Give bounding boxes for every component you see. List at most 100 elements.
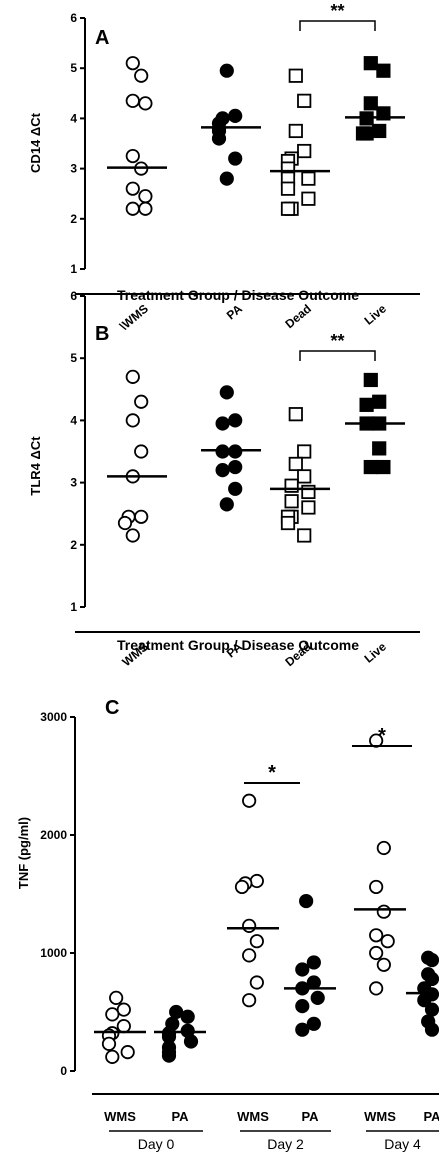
y-tick-label: 6: [70, 289, 77, 303]
data-point: [376, 957, 391, 972]
data-point: [117, 515, 133, 531]
panel-b-marks: **: [107, 331, 405, 543]
data-point: [116, 1019, 131, 1034]
data-point: [215, 463, 230, 478]
data-point: [125, 369, 140, 384]
data-point: [125, 181, 140, 196]
x-category-label: PA: [423, 1109, 439, 1124]
data-point: [249, 975, 264, 990]
x-category-label: Live: [362, 639, 390, 665]
data-point: [306, 955, 321, 970]
significance-label: *: [378, 725, 386, 747]
data-point: [228, 481, 243, 496]
data-point: [295, 962, 310, 977]
data-point: [219, 171, 234, 186]
data-point: [125, 148, 140, 164]
panel-c: C TNF (pg/ml) 0 1000 2000 3000 WMS PA WMS PA WMS…: [16, 697, 439, 1152]
data-point: [376, 63, 391, 78]
data-point: [355, 126, 371, 141]
data-point: [280, 515, 296, 531]
data-point: [297, 143, 312, 159]
data-point: [288, 407, 303, 422]
data-point: [372, 123, 387, 139]
data-point: [288, 456, 303, 472]
y-tick-label: 2: [70, 538, 77, 552]
data-point: [376, 904, 391, 919]
data-point: [125, 201, 140, 216]
x-category-label: Dead: [282, 302, 313, 332]
data-point: [215, 416, 230, 431]
data-point: [249, 873, 264, 889]
data-point: [138, 189, 153, 204]
y-tick-label: 2: [70, 212, 77, 226]
data-point: [297, 528, 312, 543]
significance-label: **: [330, 331, 344, 351]
data-point: [299, 893, 314, 909]
data-point: [105, 1049, 120, 1064]
data-point: [284, 494, 299, 509]
data-point: [211, 131, 227, 146]
group-label: Day 4: [384, 1136, 421, 1152]
panel-c-letter: C: [105, 697, 119, 719]
data-point: [372, 394, 387, 409]
significance-label: **: [330, 1, 344, 21]
data-point: [116, 1002, 131, 1017]
x-category-label: WMS: [364, 1109, 396, 1124]
x-category-label: WMS: [237, 1109, 269, 1124]
data-point: [219, 63, 234, 78]
data-point: [301, 171, 316, 186]
x-category-label: WMS: [104, 1109, 136, 1124]
data-point: [424, 1002, 439, 1017]
data-point: [134, 509, 149, 524]
data-point: [372, 441, 387, 456]
data-point: [161, 1048, 177, 1063]
data-point: [297, 93, 312, 108]
significance-label: *: [268, 762, 276, 784]
data-point: [297, 469, 312, 484]
panel-c-marks: **: [94, 725, 439, 1064]
data-point: [234, 879, 250, 895]
data-point: [363, 56, 378, 71]
data-point: [306, 1016, 321, 1031]
y-tick-label: 5: [70, 61, 77, 75]
data-point: [242, 793, 257, 808]
data-point: [109, 990, 124, 1005]
data-point: [295, 1022, 310, 1037]
data-point: [376, 459, 391, 475]
data-point: [125, 413, 140, 428]
x-category-label: PA: [224, 301, 245, 322]
data-point: [228, 108, 243, 123]
data-point: [242, 993, 257, 1008]
data-point: [125, 56, 140, 71]
data-point: [101, 1036, 117, 1051]
data-point: [219, 385, 234, 400]
panel-a-letter: A: [95, 27, 109, 49]
panel-b-letter: B: [95, 323, 109, 345]
data-point: [219, 497, 234, 512]
panel-c-axes: 0 1000 2000 3000 WMS PA WMS PA WMS PA Day 0 Day 2 Da…: [40, 710, 439, 1152]
data-point: [125, 93, 140, 108]
data-point: [376, 840, 391, 856]
data-point: [242, 918, 257, 933]
y-tick-label: 1: [70, 600, 77, 614]
data-point: [369, 981, 384, 996]
data-point: [295, 998, 310, 1014]
data-point: [424, 1022, 439, 1037]
y-tick-label: 4: [70, 111, 77, 125]
y-tick-label: 0: [60, 1064, 67, 1078]
significance-bracket: [299, 20, 376, 31]
data-point: [138, 201, 153, 216]
data-point: [363, 96, 378, 111]
data-point: [301, 500, 316, 515]
panel-a-ylabel: CD14 ΔCt: [28, 112, 43, 173]
y-tick-label: 6: [70, 11, 77, 25]
data-point: [228, 413, 243, 428]
data-point: [138, 96, 153, 111]
data-point: [369, 928, 384, 943]
data-point: [310, 990, 325, 1005]
data-point: [134, 444, 149, 459]
y-tick-label: 3: [70, 476, 77, 490]
